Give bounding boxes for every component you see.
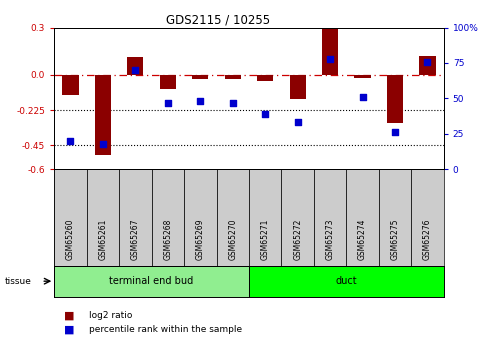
Bar — [387, 75, 403, 124]
Point — [358, 94, 366, 100]
Bar — [54, 169, 87, 266]
Bar — [192, 75, 209, 79]
Text: GSM65268: GSM65268 — [163, 218, 173, 260]
Point — [196, 98, 204, 104]
Bar — [87, 169, 119, 266]
Bar — [54, 266, 249, 297]
Text: GSM65276: GSM65276 — [423, 218, 432, 260]
Text: GSM65267: GSM65267 — [131, 218, 140, 260]
Bar — [151, 169, 184, 266]
Text: terminal end bud: terminal end bud — [109, 276, 194, 286]
Bar — [225, 75, 241, 79]
Bar — [95, 75, 111, 155]
Text: duct: duct — [336, 276, 357, 286]
Text: ■: ■ — [64, 311, 74, 321]
Text: GSM65261: GSM65261 — [99, 218, 107, 260]
Point — [326, 56, 334, 61]
Text: GSM65271: GSM65271 — [261, 218, 270, 260]
Text: GSM65273: GSM65273 — [325, 218, 335, 260]
Bar — [216, 169, 249, 266]
Point — [261, 111, 269, 117]
Bar — [127, 58, 143, 75]
Bar — [379, 169, 411, 266]
Point — [391, 129, 399, 135]
Title: GDS2115 / 10255: GDS2115 / 10255 — [166, 13, 270, 27]
Bar — [322, 29, 338, 75]
Text: GSM65274: GSM65274 — [358, 218, 367, 260]
Text: GSM65275: GSM65275 — [390, 218, 399, 260]
Text: log2 ratio: log2 ratio — [89, 311, 132, 320]
Point — [99, 141, 107, 146]
Point — [132, 67, 140, 73]
Bar — [119, 169, 151, 266]
Bar — [314, 169, 346, 266]
Text: GSM65269: GSM65269 — [196, 218, 205, 260]
Bar — [249, 266, 444, 297]
Text: percentile rank within the sample: percentile rank within the sample — [89, 325, 242, 334]
Bar — [249, 169, 282, 266]
Text: GSM65260: GSM65260 — [66, 218, 75, 260]
Text: tissue: tissue — [5, 277, 32, 286]
Bar — [257, 75, 273, 81]
Text: GSM65272: GSM65272 — [293, 218, 302, 260]
Bar — [160, 75, 176, 89]
Bar — [354, 75, 371, 78]
Point — [294, 120, 302, 125]
Bar — [62, 75, 78, 95]
Bar — [346, 169, 379, 266]
Point — [423, 59, 431, 64]
Bar — [411, 169, 444, 266]
Bar — [282, 169, 314, 266]
Bar — [184, 169, 216, 266]
Point — [67, 138, 74, 144]
Point — [229, 100, 237, 105]
Text: ■: ■ — [64, 325, 74, 334]
Point — [164, 100, 172, 105]
Bar — [289, 75, 306, 99]
Bar — [420, 56, 436, 75]
Text: GSM65270: GSM65270 — [228, 218, 237, 260]
